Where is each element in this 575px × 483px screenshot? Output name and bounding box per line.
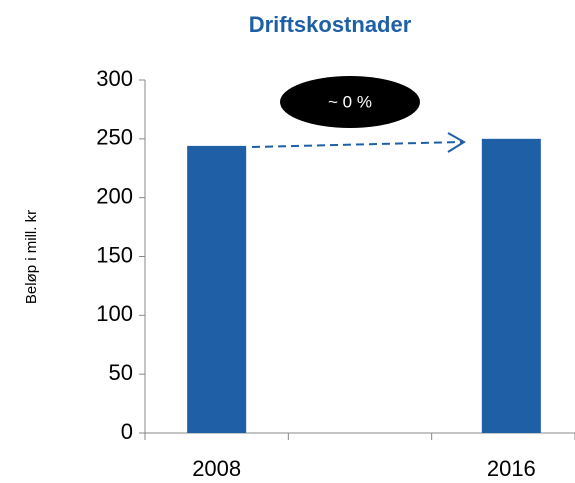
y-tick-label: 100 bbox=[96, 301, 133, 326]
y-tick-label: 250 bbox=[96, 125, 133, 150]
arrow-head bbox=[447, 132, 466, 153]
arrow-line bbox=[251, 141, 463, 148]
y-tick-label: 50 bbox=[109, 360, 133, 385]
y-tick-label: 0 bbox=[121, 419, 133, 444]
y-tick-label: 150 bbox=[96, 242, 133, 267]
annotation-bubble bbox=[280, 76, 420, 128]
bar bbox=[481, 138, 541, 434]
y-tick-label: 300 bbox=[96, 66, 133, 91]
x-tick-label: 2016 bbox=[487, 456, 536, 481]
y-tick-label: 200 bbox=[96, 183, 133, 208]
bar bbox=[187, 145, 247, 434]
x-tick-label: 2008 bbox=[192, 456, 241, 481]
chart-title: Driftskostnader bbox=[249, 12, 412, 37]
annotation: ~ 0 % bbox=[328, 92, 372, 111]
y-axis-label: Beløp i mill. kr bbox=[23, 210, 40, 304]
